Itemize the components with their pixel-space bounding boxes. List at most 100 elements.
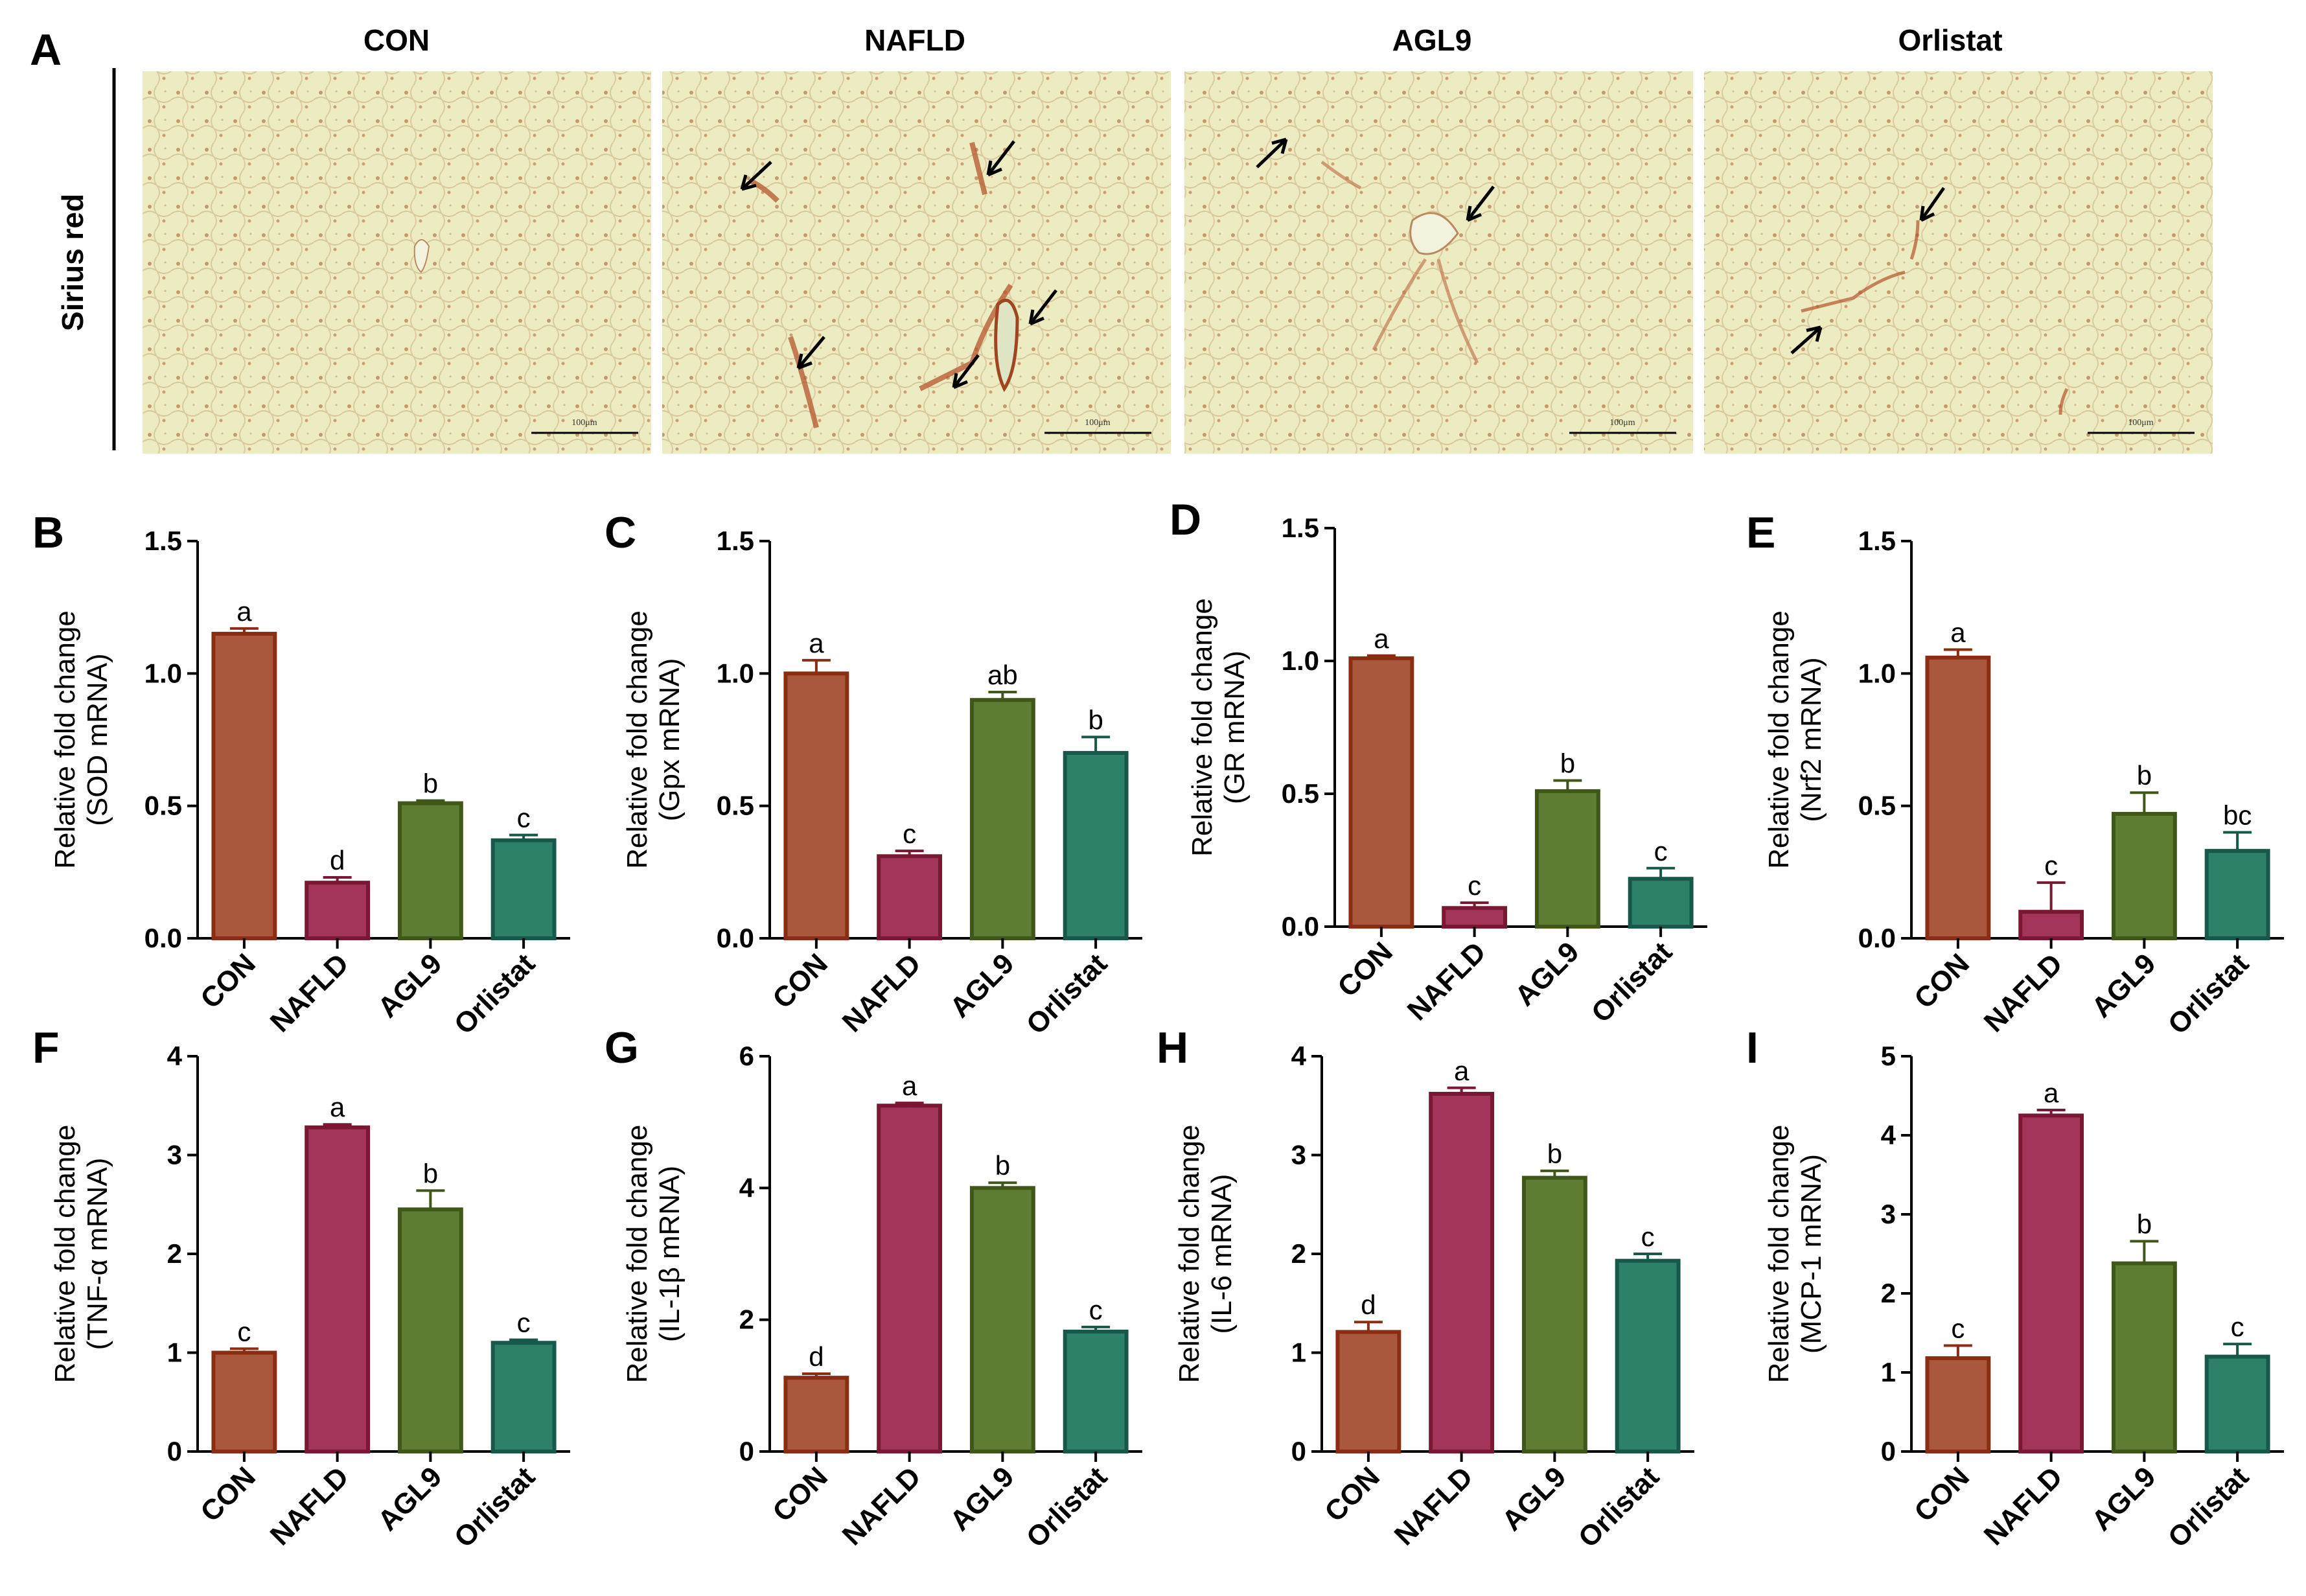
y-tick-label: 1 xyxy=(1881,1357,1896,1387)
panel-letter: C xyxy=(605,508,636,557)
bar xyxy=(783,671,849,941)
y-axis-label: (Gpx mRNA) xyxy=(654,658,686,822)
panel-letter: F xyxy=(32,1023,60,1072)
x-tick-label: CON xyxy=(767,1461,834,1528)
x-tick-label: NAFLD xyxy=(836,947,927,1038)
x-tick-label: Orlistat xyxy=(1573,1461,1666,1554)
bar xyxy=(783,1376,849,1453)
bar xyxy=(969,1186,1035,1454)
significance-label: c xyxy=(1951,1313,1965,1344)
bar xyxy=(397,1207,463,1453)
y-tick-label: 0 xyxy=(1291,1436,1306,1466)
bar xyxy=(397,801,463,940)
x-tick-label: AGL9 xyxy=(944,947,1020,1024)
tissue-image xyxy=(662,71,1171,454)
significance-label: c xyxy=(1654,836,1668,866)
bar xyxy=(969,698,1035,940)
bar xyxy=(1063,1329,1129,1453)
significance-label: a xyxy=(1454,1056,1470,1086)
significance-label: b xyxy=(1560,748,1575,779)
bar xyxy=(1925,1356,1991,1454)
y-axis-label: Relative fold change xyxy=(1763,1125,1795,1383)
y-axis-label: (SOD mRNA) xyxy=(82,653,113,826)
bar-chart-d: D Relative fold change (GR mRNA) 0.0 0.5 1.0 1… xyxy=(1170,495,1707,1029)
panel-letter: G xyxy=(605,1023,639,1072)
panel-a: A Sirius red CON 100μm NAFLD 100μm xyxy=(30,23,2213,454)
micrograph-con: CON 100μm xyxy=(143,23,651,454)
x-tick-label: CON xyxy=(1319,1461,1386,1528)
bar xyxy=(2018,1113,2084,1453)
bar xyxy=(1521,1175,1587,1453)
significance-label: a xyxy=(809,628,824,658)
y-tick-label: 2 xyxy=(1881,1278,1896,1308)
panel-letter: D xyxy=(1170,495,1201,544)
significance-label: ab xyxy=(987,660,1018,690)
bar xyxy=(211,1350,277,1453)
scale-bar-label: 100μm xyxy=(1609,418,1635,428)
bar xyxy=(2111,811,2177,940)
significance-label: c xyxy=(237,1316,251,1347)
y-tick-label: 3 xyxy=(1881,1199,1896,1229)
y-tick-label: 0.0 xyxy=(144,923,182,953)
significance-label: a xyxy=(236,596,252,627)
tissue-image xyxy=(143,71,651,454)
x-tick-label: NAFLD xyxy=(264,947,355,1038)
y-tick-label: 0.0 xyxy=(1282,911,1319,942)
bar xyxy=(2111,1261,2177,1453)
arrow-icon xyxy=(1256,137,1495,222)
fibrosis-streak xyxy=(1320,160,1479,364)
bar xyxy=(490,838,557,940)
panel-letter: H xyxy=(1157,1023,1188,1072)
bar xyxy=(1628,877,1694,929)
x-tick-label: AGL9 xyxy=(2086,1461,2162,1537)
y-axis-label: Relative fold change xyxy=(621,1125,653,1383)
tissue-image xyxy=(1704,71,2213,454)
x-tick-label: NAFLD xyxy=(1389,1461,1479,1551)
significance-label: c xyxy=(1641,1221,1655,1252)
x-tick-label: CON xyxy=(194,947,262,1015)
bar xyxy=(305,881,371,941)
bar xyxy=(1442,906,1508,929)
bar xyxy=(1348,656,1414,929)
significance-label: b xyxy=(1088,704,1103,735)
bar-chart-b: B Relative fold change (SOD mRNA) 0.0 0.5 1.0… xyxy=(32,508,570,1041)
bar xyxy=(877,854,943,941)
y-tick-label: 0.0 xyxy=(1858,923,1896,953)
bar xyxy=(2204,849,2270,941)
micrograph-agl9: AGL9 100μm xyxy=(1184,23,1693,454)
y-tick-label: 0.5 xyxy=(717,791,754,821)
bar-chart-g: G Relative fold change (IL-1β mRNA) 0 2 4 6 d CO… xyxy=(605,1023,1142,1554)
x-tick-label: CON xyxy=(1908,1461,1976,1528)
significance-label: b xyxy=(423,768,438,798)
y-axis-label: Relative fold change xyxy=(49,610,81,869)
significance-label: c xyxy=(903,818,916,849)
bar xyxy=(2018,910,2084,940)
y-tick-label: 4 xyxy=(1881,1120,1897,1150)
y-tick-label: 0 xyxy=(167,1436,182,1466)
y-tick-label: 0.0 xyxy=(717,923,754,953)
bar xyxy=(1925,655,1991,941)
y-tick-label: 4 xyxy=(739,1172,755,1203)
y-tick-label: 6 xyxy=(739,1041,754,1071)
y-tick-label: 1.0 xyxy=(717,658,754,688)
x-tick-label: CON xyxy=(1908,947,1976,1015)
image-title: NAFLD xyxy=(864,23,965,57)
y-tick-label: 1.0 xyxy=(144,658,182,688)
panel-letter: E xyxy=(1746,508,1775,557)
panel-letter: I xyxy=(1746,1023,1758,1072)
y-tick-label: 0 xyxy=(739,1436,754,1466)
y-tick-label: 1.5 xyxy=(1858,526,1896,556)
x-tick-label: Orlistat xyxy=(1585,936,1679,1029)
bar-chart-f: F Relative fold change (TNF-α mRNA) 0 1 2 3 4 c C… xyxy=(32,1023,570,1554)
bar xyxy=(1429,1091,1495,1453)
bar xyxy=(211,632,277,940)
x-tick-label: Orlistat xyxy=(1020,947,1114,1041)
x-tick-label: Orlistat xyxy=(448,1461,542,1554)
y-tick-label: 0.5 xyxy=(144,791,182,821)
y-axis-label: (IL-1β mRNA) xyxy=(654,1166,686,1342)
y-tick-label: 1.0 xyxy=(1858,658,1896,688)
arrow-icon xyxy=(740,140,1057,389)
vessel xyxy=(413,239,430,273)
significance-label: b xyxy=(1547,1139,1562,1169)
bar xyxy=(1534,789,1600,929)
